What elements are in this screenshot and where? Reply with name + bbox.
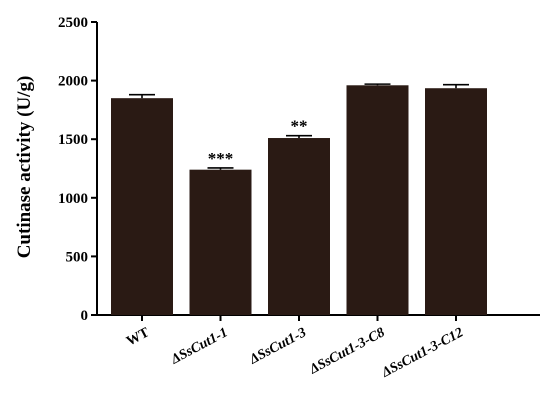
significance-label: *** <box>208 149 234 168</box>
x-tick-label: ΔSsCut1-3-C12 <box>379 325 466 381</box>
bar <box>425 88 487 315</box>
y-axis-title: Cutinase activity (U/g) <box>14 76 35 259</box>
significance-label: ** <box>291 117 308 136</box>
bar <box>268 138 330 315</box>
y-tick-label: 500 <box>66 249 89 265</box>
y-tick-label: 2000 <box>58 74 88 90</box>
bar <box>189 169 252 315</box>
bar <box>346 85 409 316</box>
y-tick-label: 1000 <box>58 191 88 207</box>
y-tick-label: 2500 <box>58 15 88 31</box>
y-tick-label: 1500 <box>58 132 88 148</box>
x-tick-label: ΔSsCut1-3-C8 <box>306 325 387 378</box>
x-tick-label: ΔSsCut1-1 <box>168 325 230 368</box>
plot-area: 0 500 1000 1500 2000 2500 WT *** ΔSsCut1-1 ** ΔSsC… <box>58 15 540 381</box>
y-tick-label: 0 <box>81 308 89 324</box>
x-tick-label: WT <box>124 325 152 350</box>
x-tick-label: ΔSsCut1-3 <box>246 325 308 368</box>
bar <box>111 98 173 316</box>
